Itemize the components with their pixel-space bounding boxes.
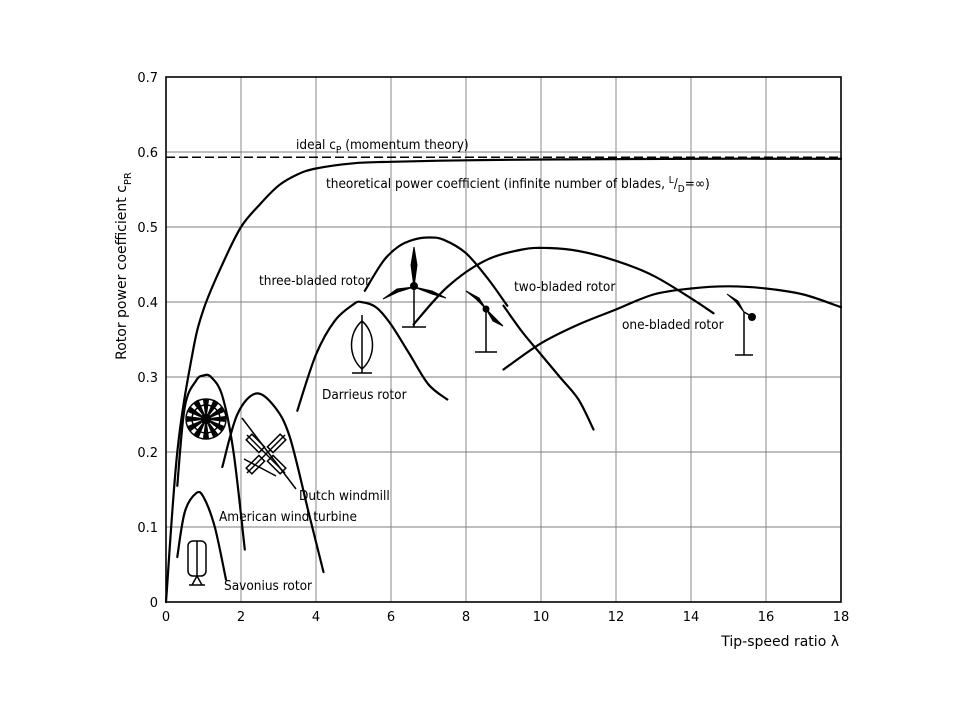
x-tick-label: 14 xyxy=(683,610,700,625)
one-bladed-rotor-icon xyxy=(726,293,756,356)
darrieus-rotor-icon xyxy=(350,315,374,374)
fan-blade xyxy=(211,415,226,423)
savonius-rotor-icon xyxy=(187,540,207,586)
curve-american-wind-turbine xyxy=(176,373,246,551)
label-savonius: Savonius rotor xyxy=(224,578,312,594)
curve-darrieus-tail xyxy=(502,304,595,431)
label-two-bladed: two-bladed rotor xyxy=(514,279,615,295)
ideal-label-pre: ideal c xyxy=(296,137,336,153)
grid xyxy=(166,77,841,602)
label-three-bladed: three-bladed rotor xyxy=(259,273,370,289)
fan-blade xyxy=(187,406,202,418)
x-tick-label: 4 xyxy=(312,610,320,625)
label-one-bladed: one-bladed rotor xyxy=(622,317,724,333)
y-axis-label: Rotor power coefficient cPR xyxy=(114,172,134,360)
tick-labels: 0 2 4 6 8 10 12 14 16 18 0 0.1 0.2 0.3 0.4 0.5 0.6 0.7 xyxy=(137,71,849,625)
fan-blade xyxy=(210,406,225,418)
dutch-windmill-icon xyxy=(245,433,287,475)
y-tick-label: 0 xyxy=(150,596,158,611)
x-axis-label: Tip-speed ratio λ xyxy=(720,634,839,650)
label-darrieus: Darrieus rotor xyxy=(322,387,407,403)
fan-blade xyxy=(193,400,205,415)
curve-darrieus-rotor xyxy=(296,300,449,412)
curve-dutch-windmill xyxy=(221,392,325,574)
curve-savonius-rotor xyxy=(176,490,228,581)
y-axis-label-sub: PR xyxy=(123,172,134,185)
x-tick-label: 12 xyxy=(608,610,625,625)
curve-theoretical xyxy=(164,157,843,604)
ld-l: L xyxy=(669,175,674,186)
fan-blade xyxy=(187,420,202,432)
fan-wheel-icon xyxy=(185,398,227,440)
fan-blade xyxy=(193,423,205,438)
theoretical-label: theoretical power coefficient (infinite … xyxy=(326,175,710,195)
fan-blade xyxy=(210,420,225,432)
ideal-label-sub: P xyxy=(336,145,342,156)
x-tick-label: 0 xyxy=(162,610,170,625)
three-bladed-rotor-icon xyxy=(382,246,447,328)
curve-two-bladed-rotor xyxy=(412,246,715,326)
fan-blade xyxy=(202,399,210,414)
y-axis-label-main: Rotor power coefficient c xyxy=(114,185,130,360)
y-tick-label: 0.1 xyxy=(137,521,158,536)
x-tick-label: 8 xyxy=(462,610,470,625)
fan-blade xyxy=(207,400,219,415)
label-dutch: Dutch windmill xyxy=(299,488,390,504)
y-tick-label: 0.6 xyxy=(137,146,158,161)
y-tick-label: 0.5 xyxy=(137,221,158,236)
fan-blade xyxy=(207,423,219,438)
theoretical-label-pre: theoretical power coefficient (infinite … xyxy=(326,176,669,192)
curve-one-bladed-rotor xyxy=(502,285,843,371)
x-tick-label: 10 xyxy=(533,610,550,625)
x-tick-label: 18 xyxy=(833,610,850,625)
fan-blade xyxy=(186,415,201,423)
ideal-label-post: (momentum theory) xyxy=(341,137,468,153)
y-tick-label: 0.4 xyxy=(137,296,158,311)
ld-post: =∞) xyxy=(685,176,710,192)
curve-three-bladed-rotor xyxy=(363,236,509,307)
ideal-label: ideal cP (momentum theory) xyxy=(296,137,469,156)
x-tick-label: 2 xyxy=(237,610,245,625)
curves xyxy=(164,156,843,604)
dutch-pointer-line-2 xyxy=(243,458,277,477)
ld-d: D xyxy=(678,184,685,195)
x-tick-label: 16 xyxy=(758,610,775,625)
y-tick-label: 0.3 xyxy=(137,371,158,386)
dutch-pointer-line xyxy=(241,417,297,490)
y-tick-label: 0.2 xyxy=(137,446,158,461)
y-tick-label: 0.7 xyxy=(137,71,158,86)
label-american: American wind turbine xyxy=(219,509,357,525)
fan-blade xyxy=(202,424,210,439)
two-bladed-rotor-icon xyxy=(465,290,504,353)
plot-frame xyxy=(165,76,842,603)
x-tick-label: 6 xyxy=(387,610,395,625)
